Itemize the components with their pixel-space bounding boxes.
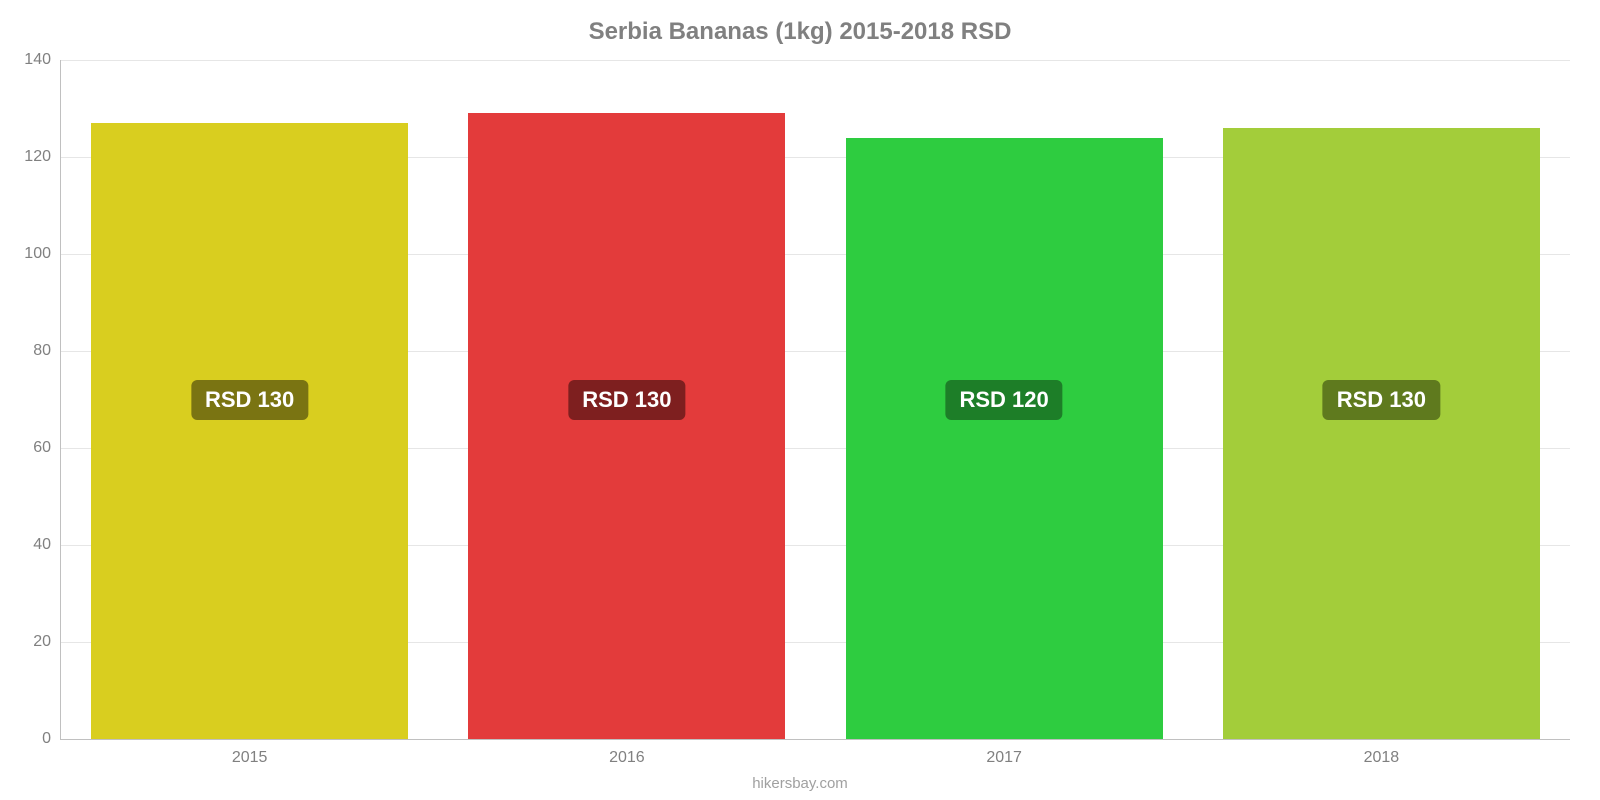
bars-container: RSD 1302015RSD 1302016RSD 1202017RSD 130… bbox=[61, 60, 1570, 739]
bar bbox=[468, 113, 785, 739]
value-badge: RSD 130 bbox=[191, 380, 308, 420]
bar-slot: RSD 1302016 bbox=[438, 60, 815, 739]
bar bbox=[91, 123, 408, 739]
x-tick-label: 2016 bbox=[609, 739, 645, 767]
y-tick-label: 20 bbox=[33, 633, 61, 651]
bar-slot: RSD 1202017 bbox=[816, 60, 1193, 739]
y-tick-label: 60 bbox=[33, 439, 61, 457]
y-tick-label: 140 bbox=[24, 51, 61, 69]
value-badge: RSD 120 bbox=[945, 380, 1062, 420]
chart-title: Serbia Bananas (1kg) 2015-2018 RSD bbox=[0, 18, 1600, 46]
bar-slot: RSD 1302015 bbox=[61, 60, 438, 739]
plot-area: 020406080100120140 RSD 1302015RSD 130201… bbox=[60, 60, 1570, 740]
x-tick-label: 2015 bbox=[232, 739, 268, 767]
y-tick-label: 120 bbox=[24, 148, 61, 166]
y-tick-label: 80 bbox=[33, 342, 61, 360]
bar bbox=[846, 138, 1163, 739]
y-tick-label: 0 bbox=[42, 730, 61, 748]
y-tick-label: 40 bbox=[33, 536, 61, 554]
bar bbox=[1223, 128, 1540, 739]
x-tick-label: 2018 bbox=[1364, 739, 1400, 767]
bar-slot: RSD 1302018 bbox=[1193, 60, 1570, 739]
x-tick-label: 2017 bbox=[986, 739, 1022, 767]
value-badge: RSD 130 bbox=[568, 380, 685, 420]
value-badge: RSD 130 bbox=[1323, 380, 1440, 420]
attribution-text: hikersbay.com bbox=[0, 775, 1600, 792]
y-tick-label: 100 bbox=[24, 245, 61, 263]
